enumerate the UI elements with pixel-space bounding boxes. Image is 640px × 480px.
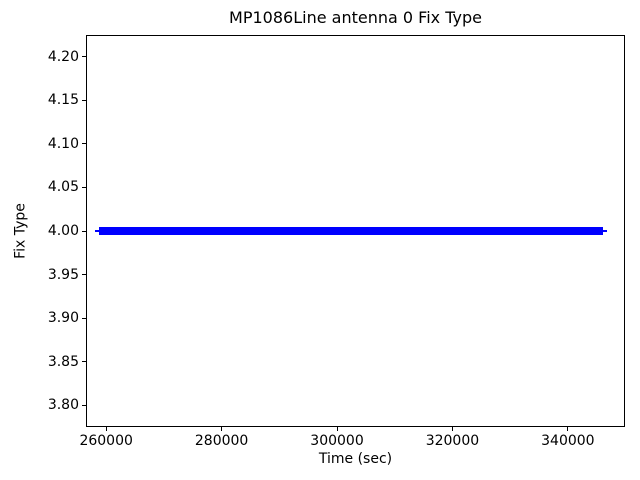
y-tick-mark: [82, 404, 86, 406]
x-axis-label: Time (sec): [318, 451, 393, 467]
y-tick-label: 4.10: [47, 135, 79, 152]
y-tick-label: 3.90: [47, 310, 79, 327]
x-tick-mark: [567, 427, 569, 431]
y-tick-mark: [82, 56, 86, 58]
y-tick-label: 4.20: [47, 48, 79, 65]
y-tick-mark: [82, 143, 86, 145]
x-tick-mark: [105, 427, 107, 431]
x-tick-label: 280000: [194, 433, 249, 449]
y-tick-mark: [82, 230, 86, 232]
y-tick-label: 4.05: [47, 179, 79, 196]
y-tick-label: 3.95: [47, 266, 79, 283]
x-tick-label: 340000: [541, 433, 595, 449]
y-tick-mark: [82, 361, 86, 363]
y-tick-label: 4.00: [47, 223, 79, 239]
y-axis-label: Fix Type: [12, 203, 29, 259]
y-tick-label: 3.85: [47, 353, 79, 370]
series-line: [98, 227, 603, 235]
y-tick-label: 3.80: [47, 397, 79, 414]
y-tick-label: 4.15: [47, 92, 79, 109]
x-tick-label: 300000: [310, 433, 364, 449]
x-tick-label: 260000: [79, 433, 133, 449]
y-tick-mark: [82, 186, 86, 188]
x-tick-mark: [221, 427, 223, 431]
chart-title: MP1086Line antenna 0 Fix Type: [229, 8, 482, 27]
x-tick-mark: [451, 427, 453, 431]
y-tick-mark: [82, 274, 86, 276]
x-tick-mark: [336, 427, 338, 431]
y-tick-mark: [82, 317, 86, 319]
x-tick-label: 320000: [425, 433, 480, 449]
y-tick-mark: [82, 99, 86, 101]
